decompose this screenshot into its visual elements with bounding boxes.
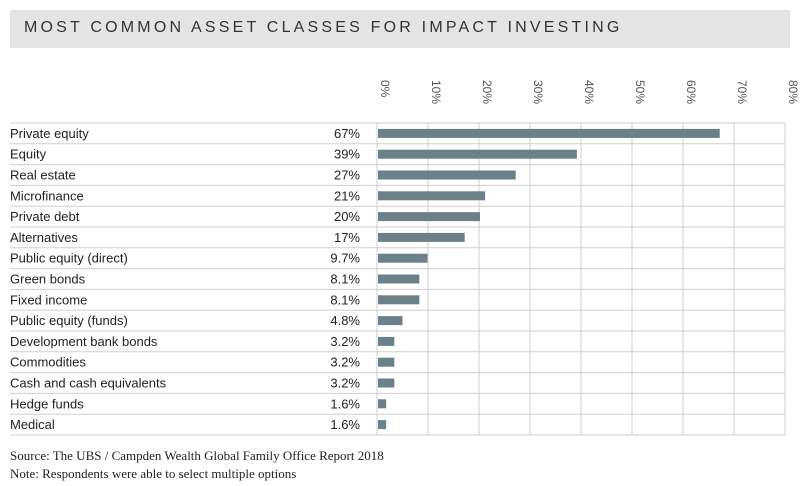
x-tick-label: 10% <box>429 80 443 104</box>
value-label: 1.6% <box>330 396 360 411</box>
respondents-note: Note: Respondents were able to select mu… <box>10 466 297 481</box>
value-label: 8.1% <box>330 292 360 307</box>
x-tick-label: 50% <box>633 80 647 104</box>
category-label: Development bank bonds <box>10 334 158 349</box>
bar <box>378 399 387 409</box>
value-label: 3.2% <box>330 355 360 370</box>
value-label: 8.1% <box>330 272 360 287</box>
category-label: Public equity (funds) <box>10 313 128 328</box>
value-label: 3.2% <box>330 376 360 391</box>
bar <box>378 357 395 367</box>
category-label: Cash and cash equivalents <box>10 376 167 391</box>
bar <box>378 378 395 388</box>
x-tick-label: 70% <box>735 80 749 104</box>
bar <box>378 274 420 284</box>
category-label: Commodities <box>10 355 86 370</box>
x-tick-label: 40% <box>582 80 596 104</box>
x-tick-label: 80% <box>786 80 800 104</box>
bar <box>378 232 465 242</box>
category-label: Hedge funds <box>10 396 84 411</box>
value-label: 67% <box>334 126 360 141</box>
value-label: 20% <box>334 209 360 224</box>
category-label: Medical <box>10 417 55 432</box>
category-label: Private equity <box>10 126 89 141</box>
value-label: 17% <box>334 230 360 245</box>
category-label: Equity <box>10 147 47 162</box>
chart-title: MOST COMMON ASSET CLASSES FOR IMPACT INV… <box>24 19 623 36</box>
x-tick-label: 20% <box>480 80 494 104</box>
bar <box>378 191 486 201</box>
value-label: 39% <box>334 147 360 162</box>
value-label: 1.6% <box>330 417 360 432</box>
category-label: Real estate <box>10 168 76 183</box>
bar <box>378 253 428 263</box>
x-tick-label: 60% <box>684 80 698 104</box>
bar <box>378 212 480 222</box>
x-tick-label: 0% <box>378 80 392 98</box>
bar <box>378 420 387 430</box>
category-label: Green bonds <box>10 272 86 287</box>
value-label: 4.8% <box>330 313 360 328</box>
value-label: 9.7% <box>330 251 360 266</box>
bar <box>378 149 577 159</box>
bar <box>378 316 403 326</box>
x-tick-label: 30% <box>531 80 545 104</box>
category-label: Public equity (direct) <box>10 251 128 266</box>
bar <box>378 336 395 346</box>
title-band: MOST COMMON ASSET CLASSES FOR IMPACT INV… <box>10 10 790 48</box>
category-label: Microfinance <box>10 188 84 203</box>
category-label: Fixed income <box>10 292 87 307</box>
bar <box>378 128 720 138</box>
category-label: Alternatives <box>10 230 78 245</box>
value-label: 27% <box>334 168 360 183</box>
source-note: Source: The UBS / Campden Wealth Global … <box>10 448 384 463</box>
category-label: Private debt <box>10 209 80 224</box>
bar <box>378 170 516 180</box>
bar <box>378 295 420 305</box>
value-label: 21% <box>334 188 360 203</box>
value-label: 3.2% <box>330 334 360 349</box>
